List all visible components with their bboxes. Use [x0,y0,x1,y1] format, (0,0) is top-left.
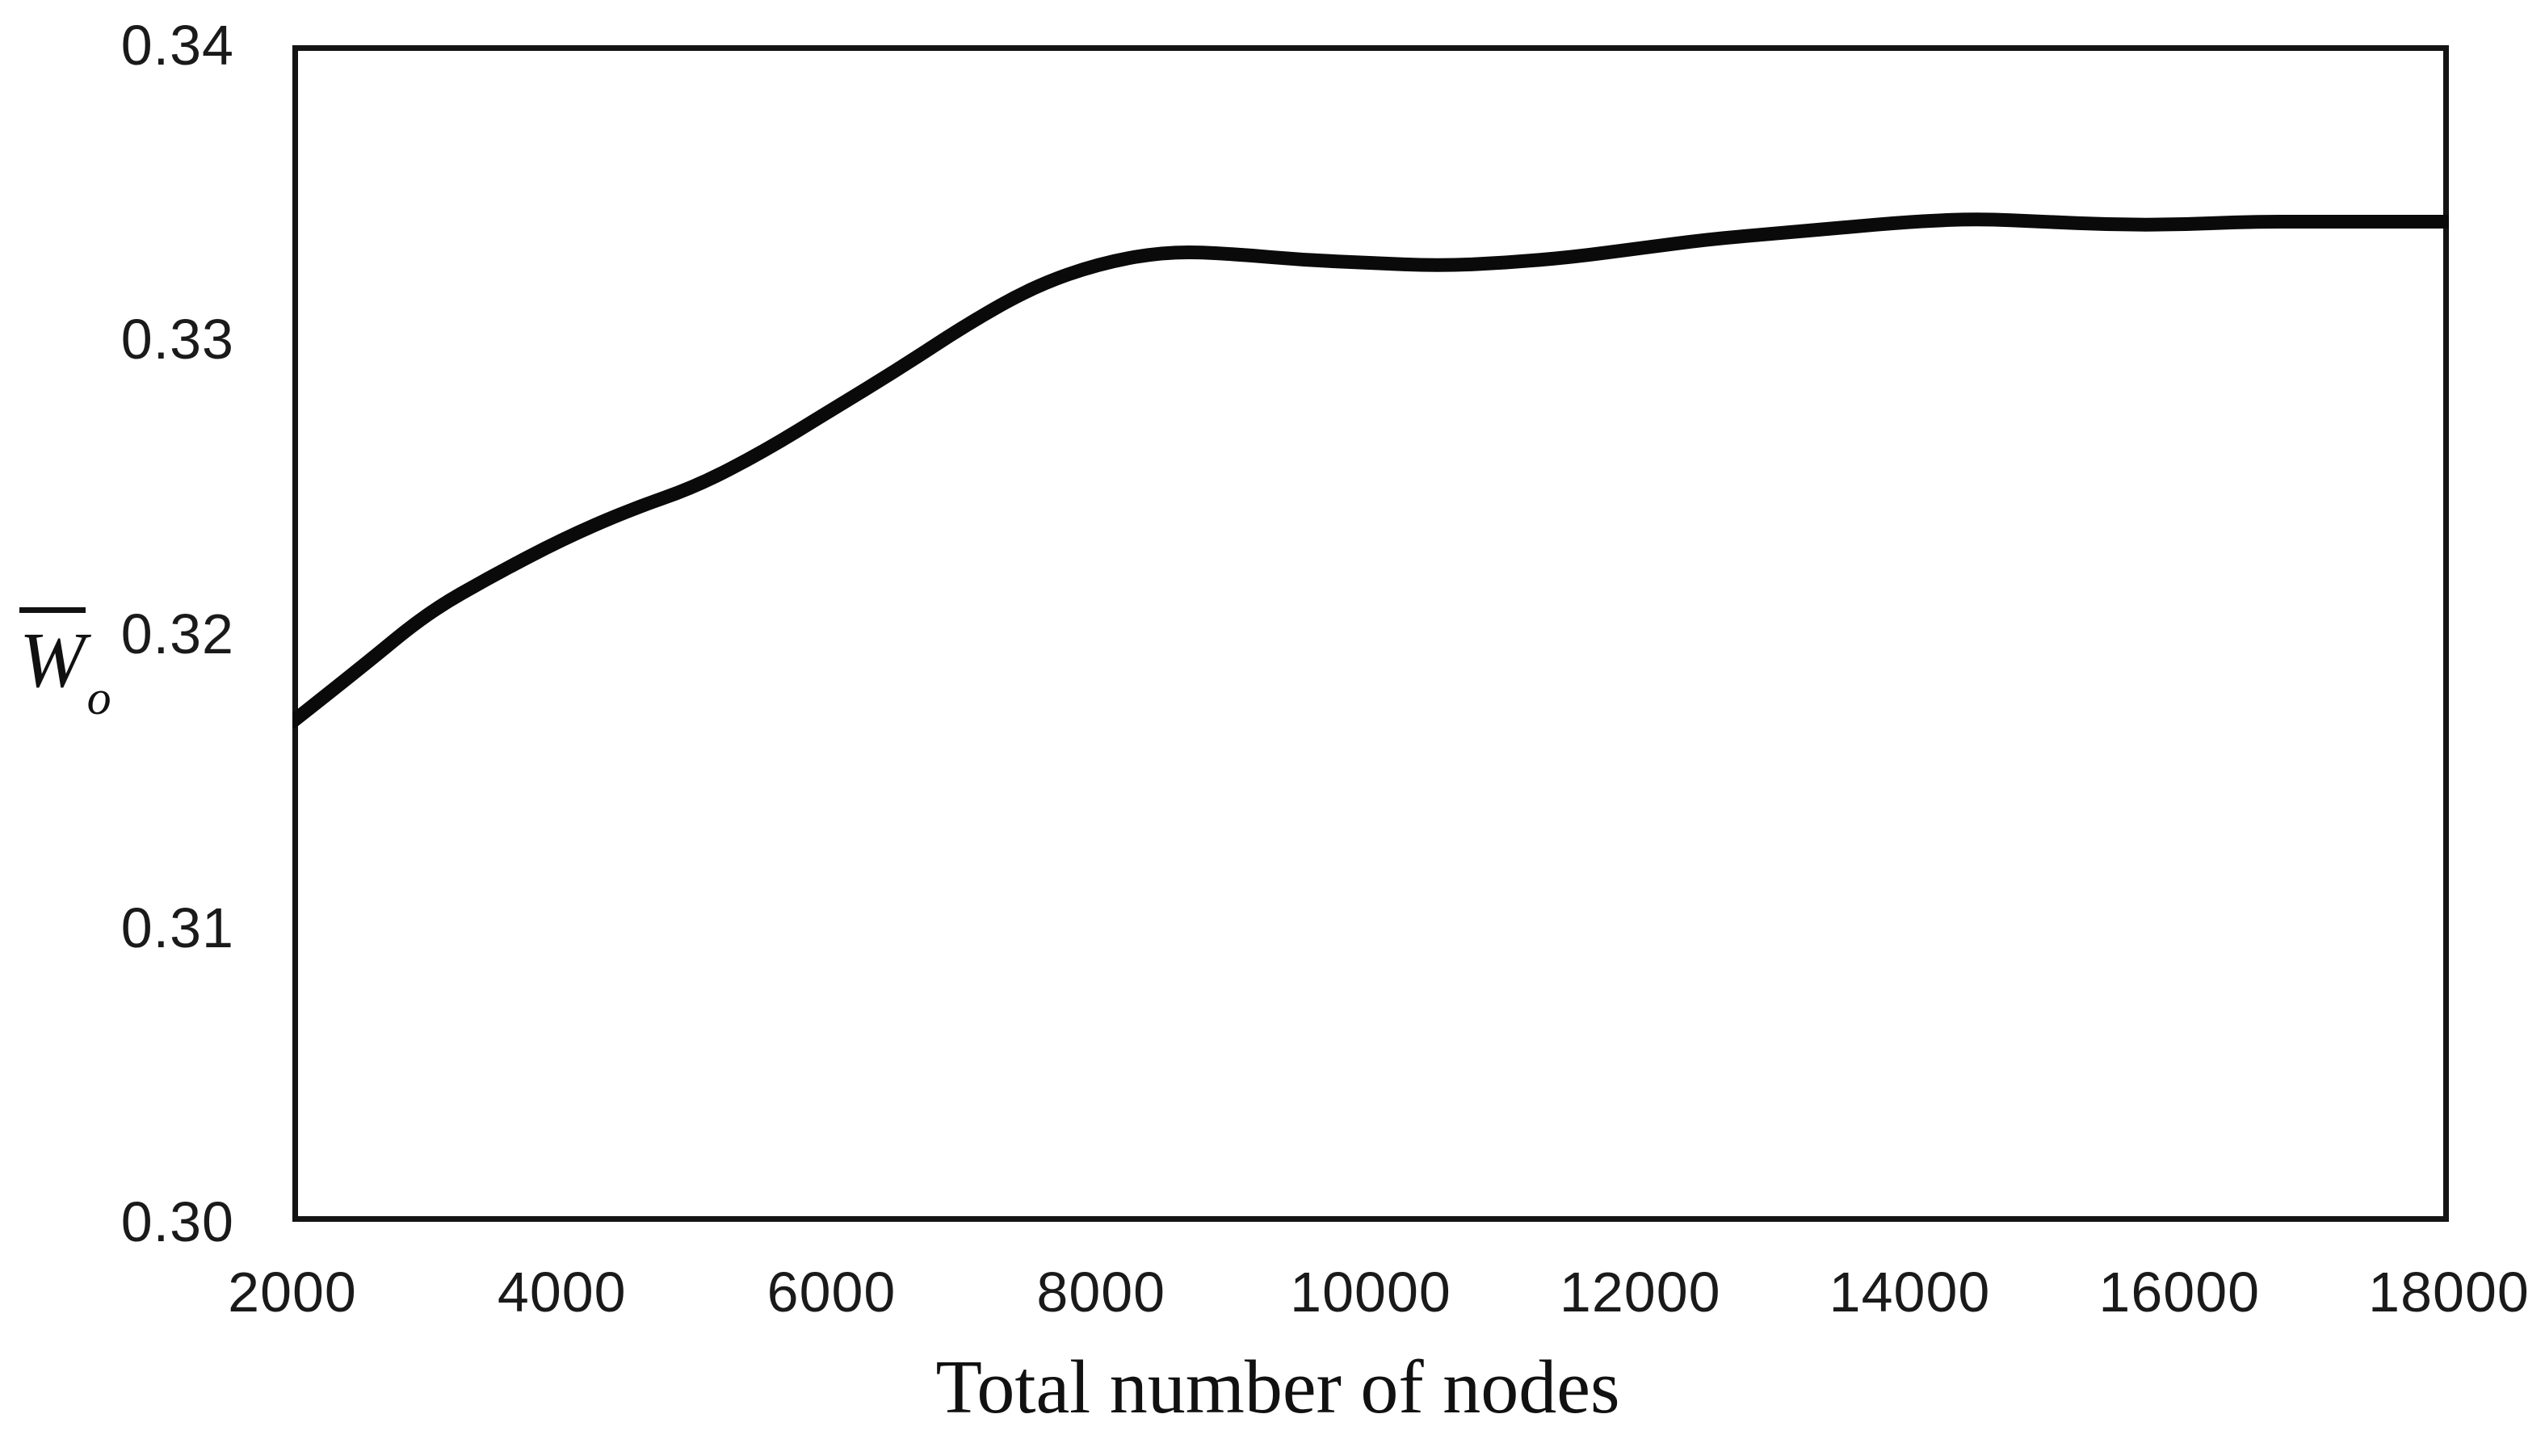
plot-area [292,45,2449,1222]
y-tick-label: 0.30 [120,1190,234,1253]
y-axis-label: Wo [19,607,111,722]
x-tick-label: 2000 [228,1261,357,1324]
x-tick-label: 14000 [1829,1261,1991,1324]
x-tick-label: 16000 [2098,1261,2261,1324]
y-tick-label: 0.31 [120,896,234,959]
y-axis-label-subscript: o [86,671,111,724]
y-tick-label: 0.33 [120,308,234,371]
x-axis-title: Total number of nodes [935,1345,1620,1429]
x-tick-label: 8000 [1036,1261,1166,1324]
x-tick-label: 4000 [497,1261,627,1324]
x-tick-label: 18000 [2368,1261,2530,1324]
plot-frame [292,45,2449,1222]
y-tick-label: 0.32 [120,602,234,665]
x-tick-label: 6000 [766,1261,897,1324]
x-tick-label: 10000 [1290,1261,1451,1324]
x-tick-label: 12000 [1559,1261,1721,1324]
y-axis-label-symbol: W [19,607,86,700]
series-path [292,212,2449,729]
chart-canvas [292,45,2449,1222]
y-tick-label: 0.34 [120,14,234,77]
